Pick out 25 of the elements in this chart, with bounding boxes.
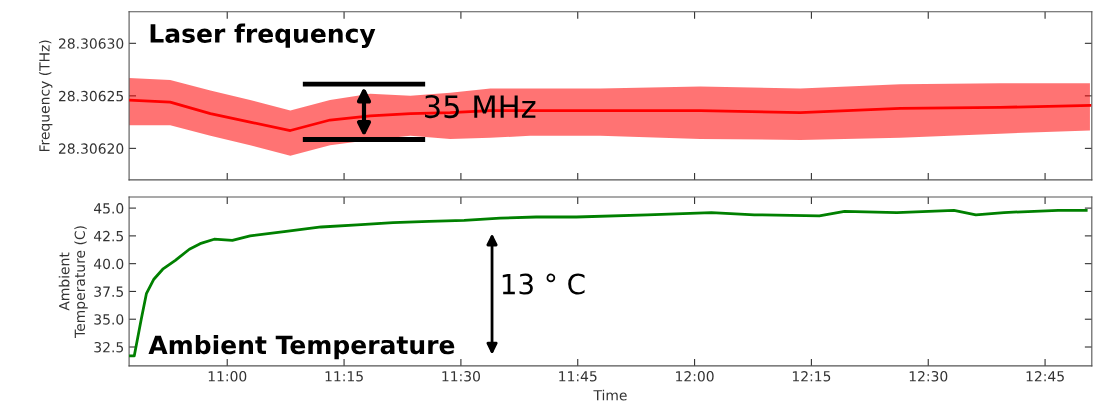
x-tick-label: 11:30 bbox=[442, 371, 480, 382]
chart-title: Laser frequency bbox=[150, 23, 376, 48]
line-series bbox=[129, 208, 1088, 358]
y-tick-label: 45.0 bbox=[93, 203, 124, 214]
x-tick-label: 12:30 bbox=[909, 371, 948, 382]
y-tick-label: 37.5 bbox=[94, 286, 124, 297]
y-axis-title: Frequency (THz) bbox=[38, 40, 53, 152]
x-tick-label: 11:15 bbox=[325, 371, 363, 382]
y-axis-title: Ambient Temperature (C) bbox=[58, 226, 88, 338]
x-tick-label: 12:45 bbox=[1026, 371, 1064, 382]
y-tick-label: 40.0 bbox=[93, 258, 124, 270]
annotation: 13 ° C bbox=[502, 273, 585, 295]
y-tick-label: 28.30630 bbox=[58, 38, 124, 49]
annotation: 35 MHz bbox=[425, 95, 536, 119]
x-tick-label: 11:00 bbox=[208, 371, 247, 382]
y-tick-label: 28.30625 bbox=[58, 90, 124, 102]
x-tick-label: 12:15 bbox=[792, 371, 831, 382]
x-tick-label: 12:00 bbox=[676, 371, 714, 382]
x-axis-title: Time bbox=[593, 389, 627, 401]
y-tick-label: 42.5 bbox=[93, 230, 124, 242]
y-tick-label: 32.5 bbox=[94, 341, 124, 353]
text: Ambient Temperature bbox=[148, 334, 455, 360]
y-tick-label: 28.30620 bbox=[58, 143, 124, 154]
y-tick-label: 35.0 bbox=[94, 314, 124, 325]
x-tick-label: 11:45 bbox=[559, 371, 597, 382]
